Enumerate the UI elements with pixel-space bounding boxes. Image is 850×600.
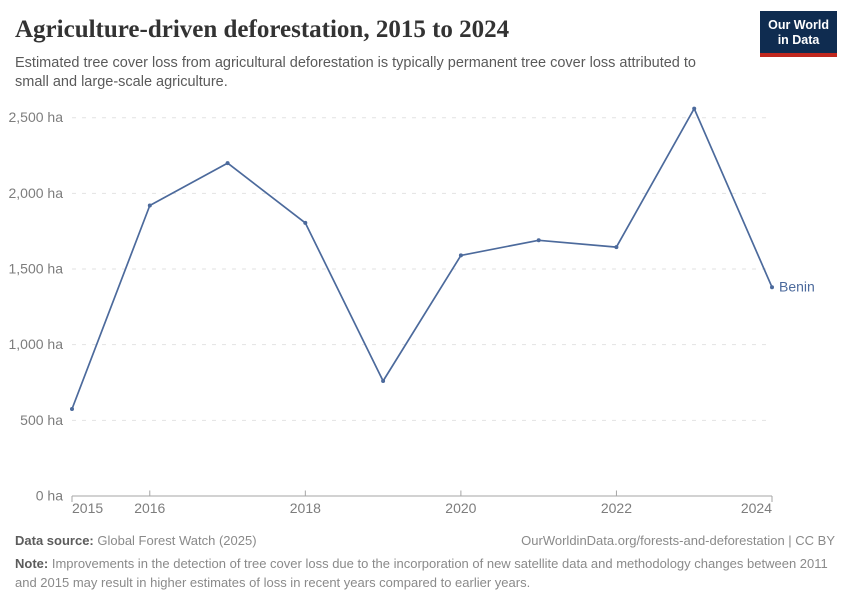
- line-series-benin: [71, 107, 773, 410]
- chart-footer: Data source: Global Forest Watch (2025) …: [15, 531, 835, 592]
- data-point: [147, 203, 152, 208]
- x-axis-tick-label: 2015: [72, 500, 103, 516]
- owid-logo-line2: in Data: [777, 33, 820, 47]
- data-source-value: Global Forest Watch (2025): [93, 533, 257, 548]
- x-axis-tick-label: 2018: [290, 500, 321, 516]
- x-axis-tick-label: 2022: [601, 500, 632, 516]
- footer-note: Note: Improvements in the detection of t…: [15, 554, 835, 592]
- x-axis-tick-label: 2024: [741, 500, 772, 516]
- page-title: Agriculture-driven deforestation, 2015 t…: [15, 16, 510, 43]
- data-point: [70, 407, 74, 411]
- note-value: Improvements in the detection of tree co…: [15, 556, 828, 590]
- chart-subtitle: Estimated tree cover loss from agricultu…: [15, 54, 696, 90]
- y-axis-tick-label: 1,000 ha: [9, 336, 64, 352]
- data-source: Data source: Global Forest Watch (2025): [15, 531, 257, 550]
- data-point: [770, 285, 774, 290]
- data-point: [692, 106, 697, 111]
- x-axis-tick-label: 2016: [134, 500, 165, 516]
- data-point: [225, 161, 230, 166]
- y-axis-tick-label: 0 ha: [36, 488, 63, 504]
- data-source-label: Data source:: [15, 533, 94, 548]
- y-axis-tick-label: 500 ha: [20, 412, 63, 428]
- owid-logo: Our World in Data: [760, 11, 837, 57]
- y-axis-tick-label: 2,500 ha: [9, 109, 64, 125]
- y-axis-tick-label: 1,500 ha: [9, 261, 64, 277]
- owid-url-license: OurWorldinData.org/forests-and-deforesta…: [521, 533, 835, 548]
- chart-header: Agriculture-driven deforestation, 2015 t…: [0, 0, 850, 92]
- series-entity-label: Benin: [779, 279, 815, 295]
- owid-logo-line1: Our World: [768, 18, 829, 32]
- footer-source-row: Data source: Global Forest Watch (2025) …: [15, 531, 835, 550]
- data-point: [303, 220, 308, 225]
- data-point: [614, 245, 619, 250]
- note-label: Note:: [15, 556, 49, 571]
- data-point: [536, 238, 541, 243]
- chart-svg: 0 ha 500 ha 1,000 ha 1,500 ha 2,000 ha 2,500 …: [9, 106, 815, 516]
- data-point: [381, 379, 386, 383]
- y-axis-tick-label: 2,000 ha: [9, 185, 64, 201]
- x-axis-tick-label: 2020: [445, 500, 476, 516]
- data-point: [458, 253, 463, 258]
